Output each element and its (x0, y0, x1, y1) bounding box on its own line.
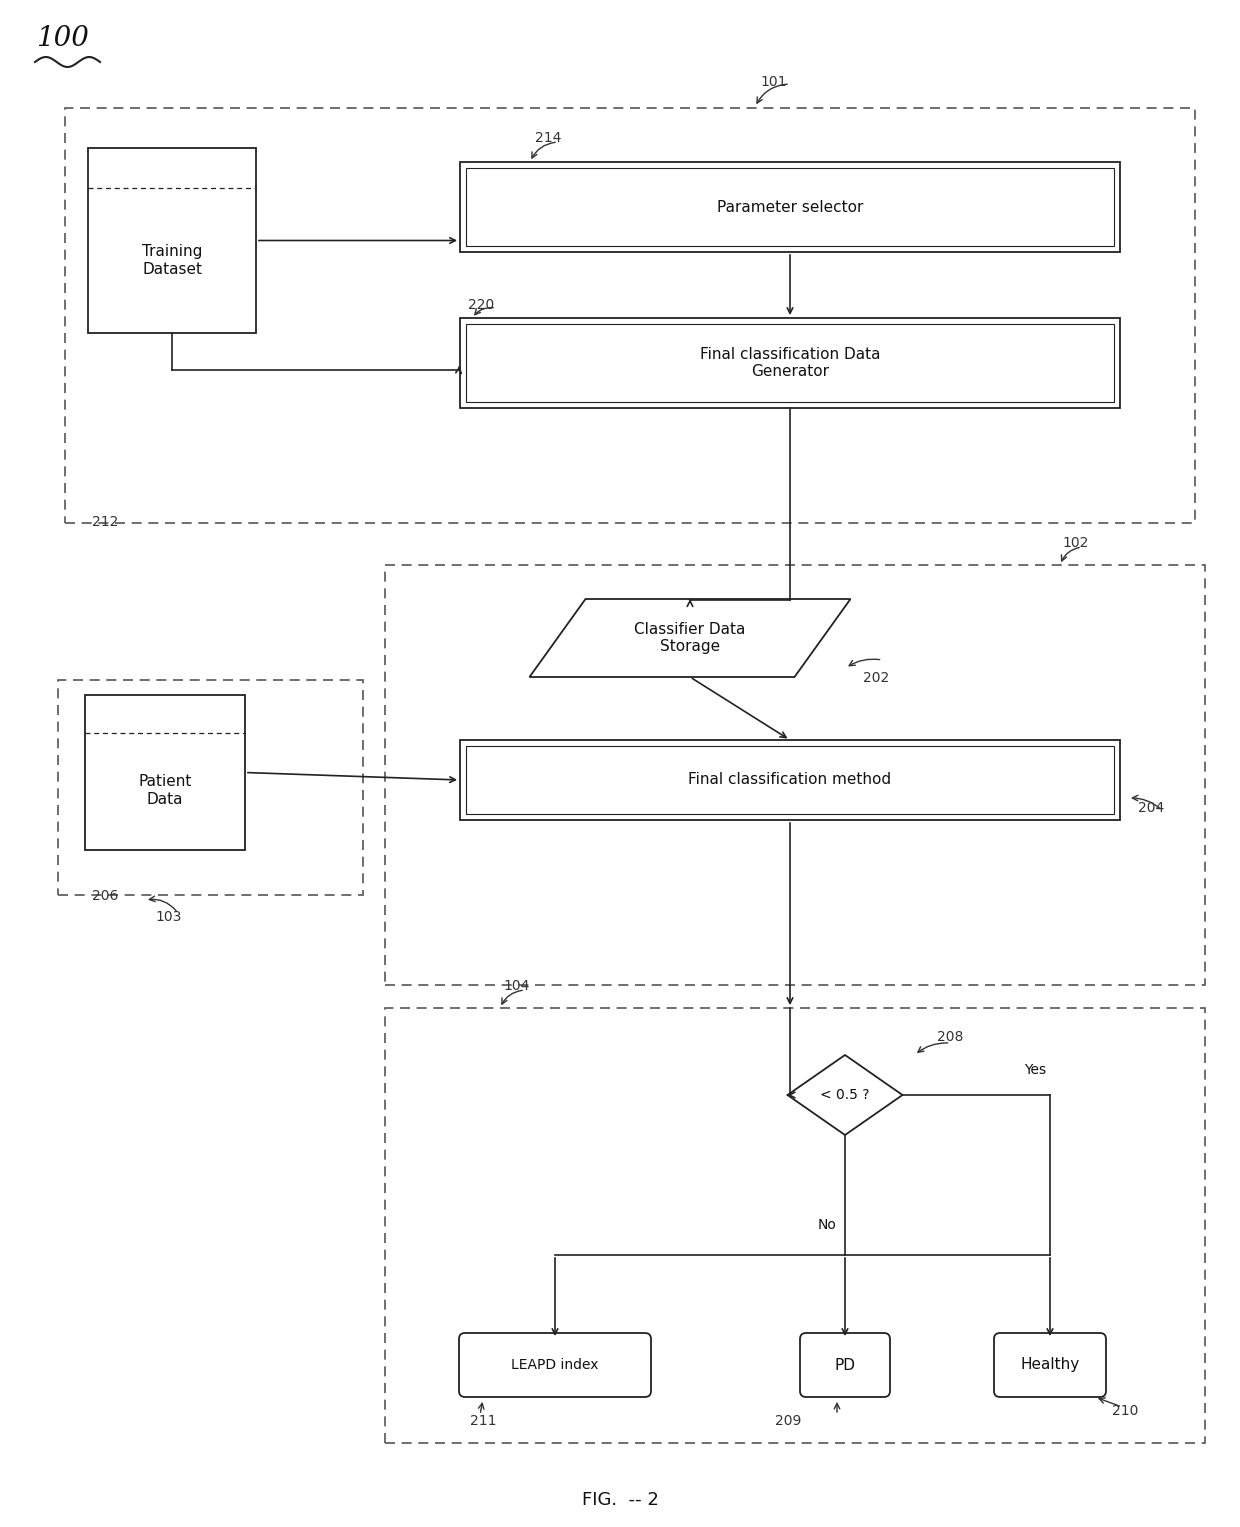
Text: No: No (817, 1219, 837, 1232)
Text: Patient
Data: Patient Data (139, 774, 192, 806)
Text: 202: 202 (863, 670, 889, 686)
Text: FIG.  -- 2: FIG. -- 2 (582, 1490, 658, 1509)
Text: 212: 212 (92, 515, 118, 528)
Text: Classifier Data
Storage: Classifier Data Storage (635, 621, 745, 654)
Bar (466, 324, 1114, 402)
FancyBboxPatch shape (800, 1333, 890, 1397)
Text: LEAPD index: LEAPD index (511, 1358, 599, 1371)
Text: 204: 204 (1138, 802, 1164, 815)
Bar (86, 695, 246, 851)
Bar (460, 318, 1120, 408)
Text: 210: 210 (1112, 1403, 1138, 1419)
Bar (466, 168, 1114, 246)
Text: Final classification method: Final classification method (688, 773, 892, 788)
Text: 103: 103 (155, 910, 181, 924)
Text: 208: 208 (937, 1031, 963, 1044)
Text: 101: 101 (760, 75, 786, 89)
Bar (460, 162, 1120, 252)
Text: < 0.5 ?: < 0.5 ? (820, 1089, 869, 1102)
Text: 214: 214 (534, 131, 562, 145)
Text: PD: PD (835, 1358, 856, 1373)
Bar (64, 108, 1195, 524)
Text: 100: 100 (36, 24, 88, 52)
Text: 209: 209 (775, 1414, 801, 1428)
Text: Yes: Yes (1024, 1063, 1047, 1077)
Text: 211: 211 (470, 1414, 496, 1428)
Text: 102: 102 (1061, 536, 1089, 550)
Bar (384, 565, 1205, 985)
Bar (384, 1008, 1205, 1443)
Text: Parameter selector: Parameter selector (717, 200, 863, 214)
Polygon shape (787, 1055, 903, 1135)
Text: 104: 104 (503, 979, 529, 993)
Bar (466, 747, 1114, 814)
Text: Training
Dataset: Training Dataset (141, 244, 202, 276)
FancyBboxPatch shape (459, 1333, 651, 1397)
Bar (88, 148, 255, 333)
Text: Final classification Data
Generator: Final classification Data Generator (699, 347, 880, 379)
Bar (58, 680, 363, 895)
FancyBboxPatch shape (994, 1333, 1106, 1397)
Text: 220: 220 (467, 298, 495, 312)
Text: Healthy: Healthy (1021, 1358, 1080, 1373)
Polygon shape (529, 599, 851, 676)
Bar (460, 741, 1120, 820)
Text: 206: 206 (92, 889, 118, 902)
